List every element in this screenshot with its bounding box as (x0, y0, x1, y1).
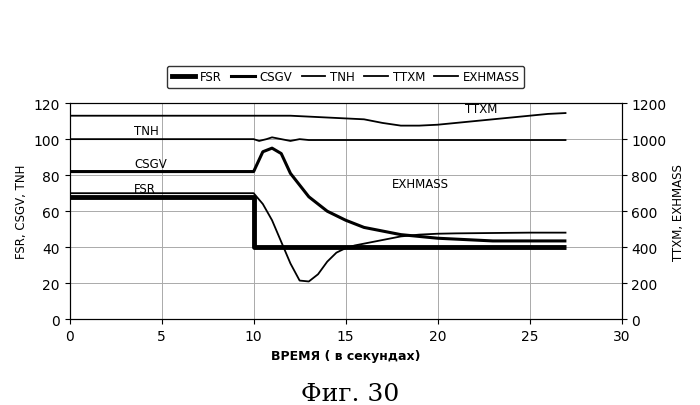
Legend: FSR, CSGV, TNH, TTXM, EXHMASS: FSR, CSGV, TNH, TTXM, EXHMASS (167, 66, 524, 89)
Y-axis label: FSR, CSGV, TNH: FSR, CSGV, TNH (15, 164, 28, 259)
Text: TTXM: TTXM (466, 102, 498, 115)
Text: CSGV: CSGV (134, 158, 167, 171)
Text: FSR: FSR (134, 183, 156, 196)
X-axis label: ВРЕМЯ ( в секундах): ВРЕМЯ ( в секундах) (271, 349, 421, 362)
Text: Фиг. 30: Фиг. 30 (301, 382, 399, 405)
Y-axis label: TTXM, EXHMASS: TTXM, EXHMASS (672, 163, 685, 260)
Text: EXHMASS: EXHMASS (391, 177, 449, 190)
Text: TNH: TNH (134, 125, 159, 138)
